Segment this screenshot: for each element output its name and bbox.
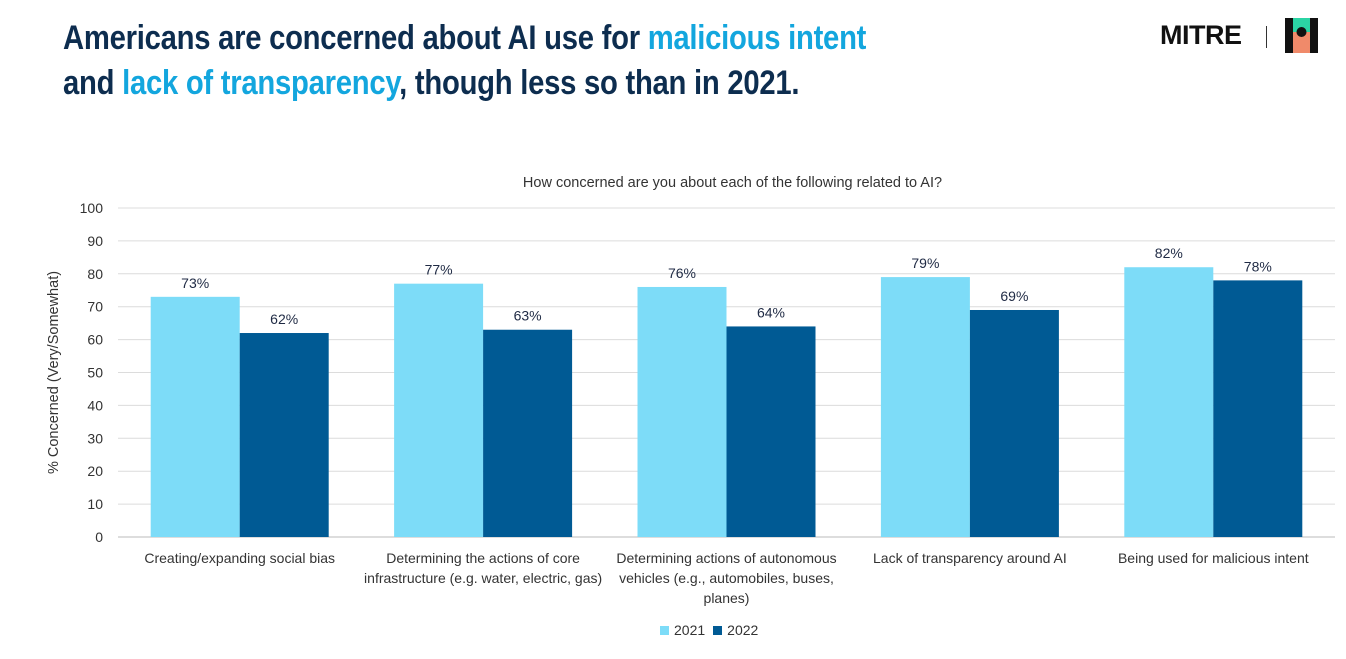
y-tick-label-90: 90: [87, 233, 103, 249]
x-category-label-3-0: Lack of transparency around AI: [873, 550, 1067, 566]
title-text-1: Americans are concerned about AI use for: [63, 19, 648, 57]
y-tick-label-40: 40: [87, 397, 103, 413]
x-category-label-1-0: Determining the actions of core: [386, 550, 580, 566]
data-label-2021-1: 77%: [425, 262, 453, 278]
mitre-logo: MITRE: [1160, 18, 1320, 54]
title-highlight-malicious: malicious intent: [647, 19, 867, 57]
bar-2021-2: [637, 286, 727, 537]
bar-2021-0: [150, 296, 240, 537]
data-label-2021-2: 76%: [668, 265, 696, 281]
legend-label-2021: 2021: [674, 622, 706, 638]
y-tick-label-50: 50: [87, 365, 103, 381]
x-category-label-2-1: vehicles (e.g., automobiles, buses,: [619, 570, 834, 586]
bar-2022-2: [726, 326, 816, 537]
bar-2021-1: [394, 283, 484, 537]
y-tick-label-80: 80: [87, 266, 103, 282]
y-axis-label: % Concerned (Very/Somewhat): [46, 271, 62, 474]
chart-legend: 2021 2022: [660, 622, 766, 638]
data-label-2022-2: 64%: [757, 304, 785, 320]
legend-swatch-2022: [713, 625, 723, 635]
logo-divider: [1266, 26, 1267, 48]
y-tick-label-10: 10: [87, 496, 103, 512]
y-tick-label-0: 0: [95, 529, 103, 545]
x-category-label-2-0: Determining actions of autonomous: [616, 550, 836, 566]
y-tick-label-30: 30: [87, 430, 103, 446]
x-category-label-0-0: Creating/expanding social bias: [144, 550, 335, 566]
legend-swatch-2021: [660, 625, 669, 635]
mitre-mark-icon: [1285, 18, 1318, 53]
legend-item-2021: 2021: [660, 622, 705, 638]
x-category-label-1-1: infrastructure (e.g. water, electric, ga…: [364, 570, 602, 586]
x-category-label-4-0: Being used for malicious intent: [1118, 550, 1309, 566]
y-tick-label-70: 70: [87, 299, 103, 315]
bar-2022-4: [1213, 280, 1303, 537]
data-label-2021-4: 82%: [1155, 245, 1183, 261]
bar-2022-0: [239, 333, 329, 537]
data-label-2022-4: 78%: [1244, 258, 1272, 274]
page-title: Americans are concerned about AI use for…: [63, 16, 866, 106]
data-label-2022-3: 69%: [1000, 288, 1028, 304]
x-category-label-2-2: planes): [704, 590, 750, 606]
title-text-2: and: [63, 64, 123, 102]
bar-2022-1: [483, 329, 573, 537]
legend-label-2022: 2022: [727, 622, 759, 638]
logo-text: MITRE: [1160, 20, 1242, 50]
data-label-2021-3: 79%: [911, 255, 939, 271]
data-label-2021-0: 73%: [181, 275, 209, 291]
data-label-2022-0: 62%: [270, 311, 298, 327]
y-tick-label-20: 20: [87, 463, 103, 479]
title-text-3: , though less so than in 2021.: [399, 64, 800, 102]
data-label-2022-1: 63%: [514, 308, 542, 324]
chart-title: How concerned are you about each of the …: [523, 175, 942, 191]
bar-2021-3: [880, 277, 970, 537]
title-highlight-transparency: lack of transparency: [122, 64, 400, 102]
y-tick-label-100: 100: [80, 200, 104, 216]
y-tick-label-60: 60: [87, 332, 103, 348]
legend-item-2022: 2022: [713, 622, 758, 638]
bar-2021-4: [1124, 267, 1214, 537]
bar-2022-3: [969, 309, 1059, 537]
